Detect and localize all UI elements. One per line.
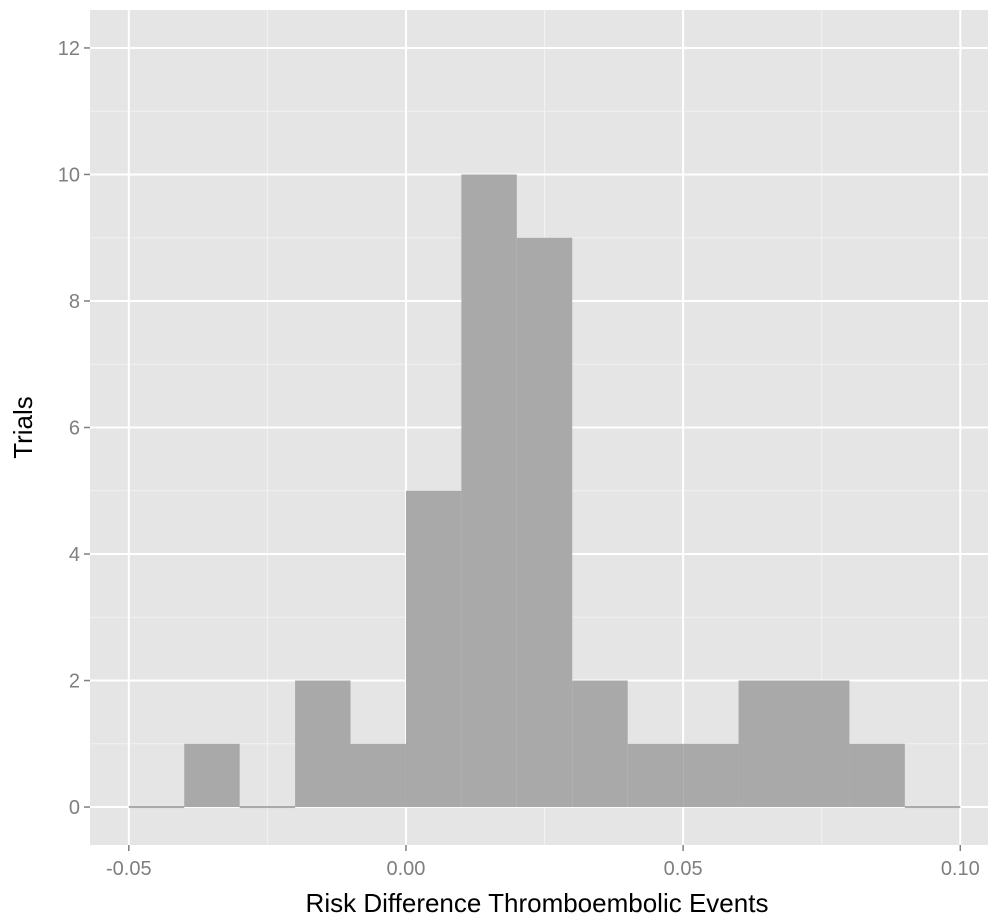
histogram-bar-12 — [738, 680, 794, 808]
histogram-bar-11 — [683, 743, 739, 808]
histogram-bar-14 — [849, 743, 905, 808]
x-axis-title: Risk Difference Thromboembolic Events — [306, 888, 769, 917]
y-tick-label: 0 — [69, 797, 80, 819]
y-tick-label: 4 — [69, 544, 80, 566]
histogram-bar-5 — [350, 743, 406, 808]
histogram-bar-6 — [405, 490, 462, 808]
x-axis: -0.05 0.00 0.05 0.10 — [106, 845, 980, 880]
y-tick-label: 10 — [58, 164, 80, 186]
histogram-bar-13 — [793, 680, 850, 808]
x-tick-label: 0.10 — [941, 858, 980, 880]
histogram-bar-8 — [516, 237, 573, 808]
histogram-bars — [128, 174, 961, 809]
histogram-bar-2 — [184, 743, 240, 808]
x-tick-label: 0.00 — [386, 858, 425, 880]
histogram-bar-9 — [572, 680, 628, 808]
y-tick-label: 6 — [69, 418, 80, 440]
x-tick-label: -0.05 — [106, 858, 152, 880]
histogram-bar-1 — [128, 806, 185, 809]
x-tick-label: 0.05 — [664, 858, 703, 880]
histogram-bar-10 — [627, 743, 684, 808]
histogram-bar-3 — [239, 806, 296, 809]
y-axis: 0 2 4 6 8 10 12 — [58, 38, 90, 819]
y-tick-label: 2 — [69, 671, 80, 693]
histogram-bar-7 — [461, 174, 517, 808]
y-tick-label: 8 — [69, 291, 80, 313]
y-axis-title: Trials — [8, 396, 38, 459]
histogram-bar-4 — [295, 680, 351, 808]
y-tick-label: 12 — [58, 38, 80, 60]
histogram-bar-15 — [904, 806, 961, 809]
